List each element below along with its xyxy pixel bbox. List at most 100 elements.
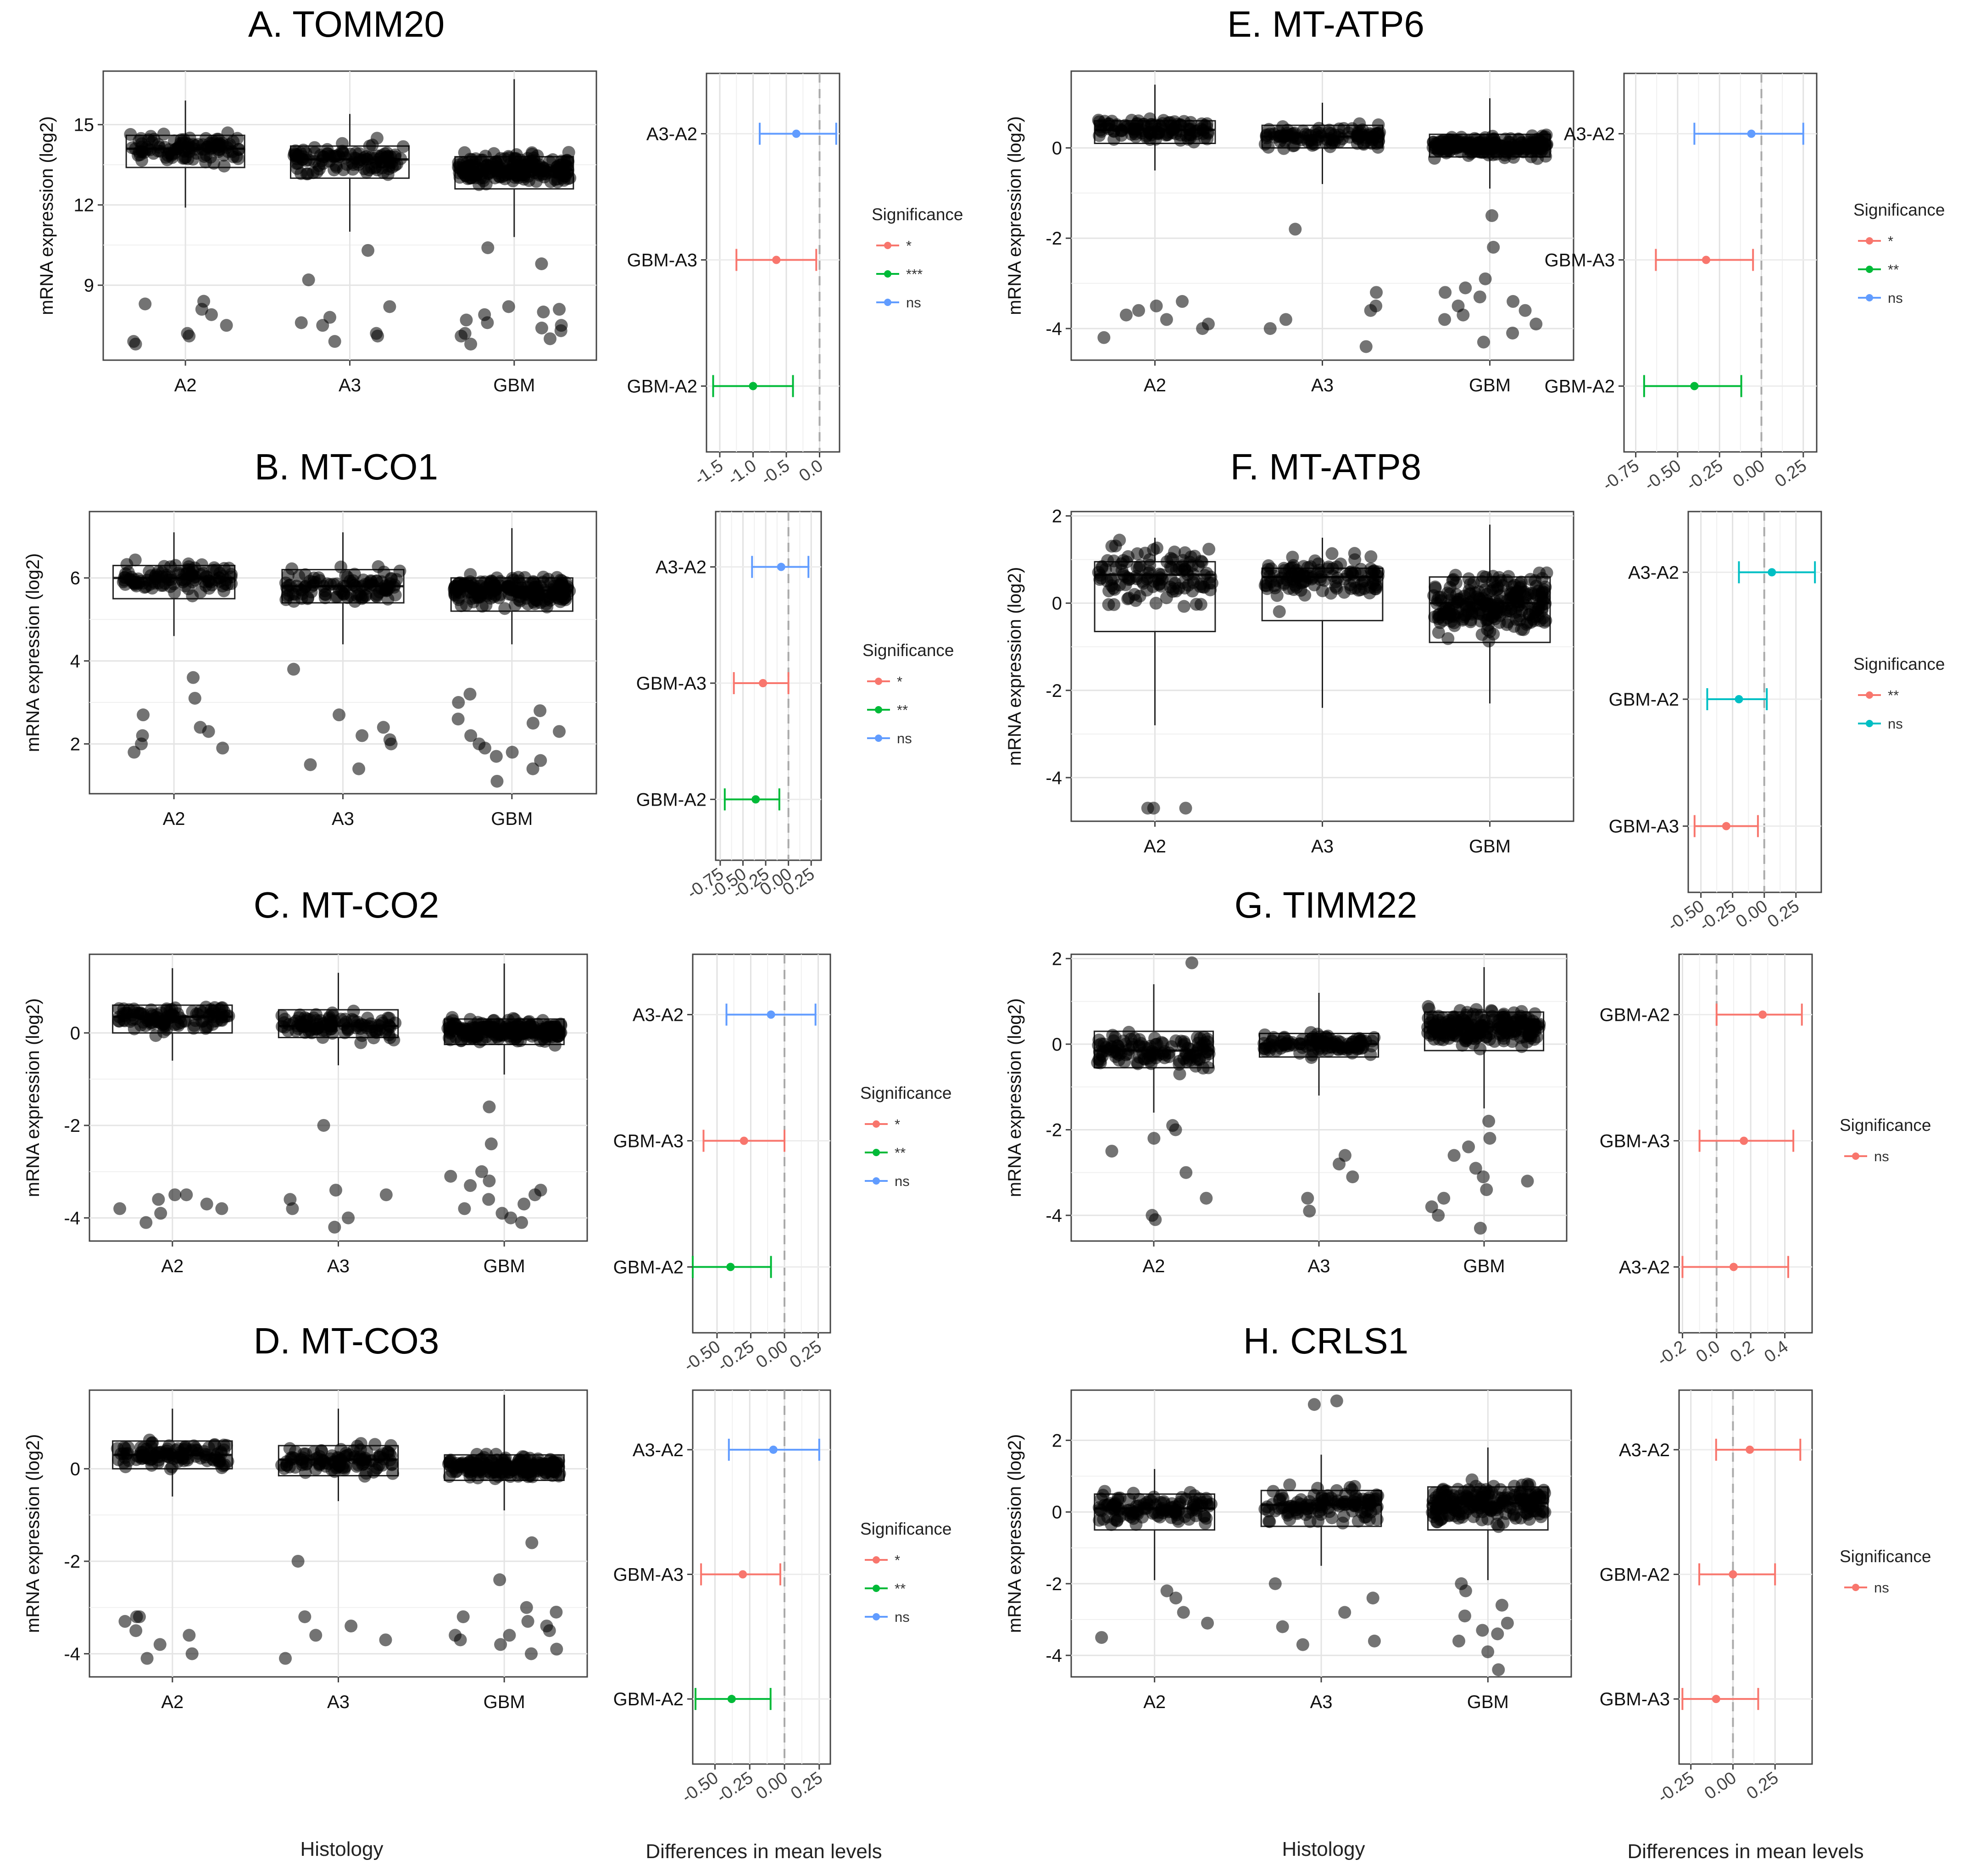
panel-c-outlier-GBM — [515, 1216, 528, 1229]
panel-h-tukey-xtick-label: 0.25 — [1743, 1768, 1782, 1804]
panel-b-point-A2 — [128, 578, 142, 591]
panel-g-outlier-GBM — [1477, 1170, 1490, 1184]
panel-d-outlier-A2 — [140, 1652, 154, 1665]
panel-d-ytick-label: 0 — [70, 1459, 80, 1479]
panel-g-point-A3 — [1324, 1032, 1337, 1046]
panel-e-tukey-xtick-label: -0.75 — [1599, 456, 1643, 495]
panel-h-point-A3 — [1275, 1501, 1289, 1514]
panel-d-outlier-A2 — [133, 1610, 146, 1623]
panel-b-outlier-GBM — [506, 746, 519, 759]
panel-d-estimate-A3-A2 — [769, 1445, 778, 1454]
panel-d-point-GBM — [535, 1463, 548, 1476]
panel-e-point-A3 — [1372, 135, 1385, 148]
panel-g-estimate-A3-A2 — [1729, 1263, 1738, 1271]
panel-f-point-GBM — [1529, 574, 1542, 587]
panel-g-point-GBM — [1474, 1042, 1487, 1056]
panel-g-legend-title: Significance — [1840, 1116, 1931, 1135]
panel-c-estimate-GBM-A3 — [740, 1136, 748, 1145]
panel-e-point-GBM — [1506, 141, 1519, 154]
panel-h-point-A3 — [1337, 1510, 1351, 1523]
panel-f-point-GBM — [1449, 568, 1462, 582]
panel-b-point-A3 — [318, 591, 332, 604]
panel-d-xtick-label: A3 — [327, 1692, 350, 1712]
panel-h-tukey-xtick-label: 0.00 — [1701, 1768, 1740, 1804]
panel-d-ylabel: mRNA expression (log2) — [23, 1434, 43, 1633]
left-xlabel-left-column: Histology — [300, 1838, 384, 1860]
panel-c-point-A3 — [326, 1006, 339, 1019]
panel-c-outlier-GBM — [458, 1202, 471, 1215]
panel-c-legend-key-dot — [873, 1177, 880, 1185]
panel-f-point-GBM — [1513, 613, 1526, 627]
panel-h-point-GBM — [1473, 1501, 1486, 1514]
panel-f-legend-label: ** — [1888, 687, 1899, 703]
panel-d-outlier-A2 — [153, 1638, 167, 1651]
panel-b-ytick-label: 2 — [70, 734, 80, 754]
panel-a-point-A3 — [356, 154, 370, 167]
panel-f-point-A3 — [1265, 575, 1278, 588]
panel-d-outlier-A3 — [379, 1633, 392, 1647]
panel-b-legend-key-dot — [875, 735, 882, 742]
panel-e-tukey-xtick-label: -0.25 — [1683, 456, 1726, 495]
panel-d-point-A2 — [206, 1453, 219, 1466]
panel-g-point-GBM — [1474, 1008, 1488, 1022]
panel-a-estimate-A3-A2 — [792, 129, 801, 138]
panel-a-outlier-A2 — [195, 303, 208, 316]
panel-d-outlier-GBM — [493, 1573, 506, 1587]
panel-a-point-A2 — [124, 128, 137, 141]
panel-a-outlier-A2 — [220, 319, 233, 332]
panel-c-ytick-label: 0 — [70, 1023, 80, 1043]
panel-c-ytick-label: -4 — [64, 1208, 80, 1229]
panel-e-outlier-GBM — [1473, 290, 1486, 304]
panel-b-outlier-A3 — [333, 708, 346, 722]
panel-g-point-A2 — [1190, 1047, 1203, 1060]
panel-b-point-GBM — [527, 575, 540, 588]
panel-d-point-A3 — [384, 1439, 398, 1452]
panel-c-outlier-GBM — [504, 1211, 517, 1225]
panel-g-outlier-A2 — [1179, 1166, 1193, 1179]
panel-g-tukey-xtick-label: 0.0 — [1693, 1337, 1724, 1367]
panel-f-tukey-xtick-label: 0.00 — [1732, 896, 1771, 932]
panel-f-point-A2 — [1202, 542, 1216, 556]
panel-f-point-A3 — [1348, 547, 1361, 560]
panel-h-point-A3 — [1275, 1488, 1288, 1502]
panel-a-point-GBM — [475, 167, 489, 180]
panel-e-tukey-area — [1623, 72, 1818, 453]
panel-d-legend-title: Significance — [860, 1520, 952, 1538]
panel-b-point-A2 — [147, 575, 160, 588]
panel-e-point-GBM — [1524, 145, 1538, 158]
panel-e-point-A3 — [1309, 128, 1323, 141]
panel-a-point-GBM — [473, 178, 486, 191]
panel-f-tukey-area — [1687, 511, 1822, 893]
panel-b-point-A3 — [369, 589, 383, 602]
panel-a-outlier-GBM — [535, 257, 548, 270]
panel-d-point-GBM — [484, 1467, 497, 1480]
panel-a-ylabel: mRNA expression (log2) — [37, 116, 57, 315]
panel-b-point-A3 — [358, 578, 372, 591]
panel-g-outlier-GBM — [1469, 1162, 1482, 1175]
panel-a-legend-title: Significance — [872, 205, 963, 224]
panel-d-legend-key-dot — [873, 1613, 880, 1620]
panel-b-outlier-A2 — [188, 691, 201, 705]
panel-b-comparison-label: GBM-A3 — [636, 674, 706, 694]
panel-h-estimate-GBM-A2 — [1729, 1570, 1737, 1579]
panel-f-point-A2 — [1130, 561, 1144, 574]
panel-b-point-A2 — [119, 578, 132, 591]
panel-e-xtick-label: GBM — [1469, 375, 1511, 395]
panel-h-point-GBM — [1465, 1473, 1479, 1486]
panel-e-point-GBM — [1499, 132, 1512, 145]
panel-h-point-A3 — [1297, 1501, 1310, 1514]
panel-b-point-A2 — [182, 582, 195, 596]
panel-a-tukey-xtick-label: -1.5 — [691, 456, 727, 489]
panel-d-point-A2 — [173, 1446, 187, 1459]
panel-e-point-A2 — [1100, 121, 1113, 134]
panel-a-outlier-GBM — [464, 338, 478, 351]
panel-f-point-A2 — [1168, 546, 1181, 559]
panel-g-outlier-A3 — [1346, 1170, 1359, 1184]
panel-f-point-A3 — [1366, 577, 1379, 590]
panel-h-outlier-A3 — [1307, 1398, 1321, 1411]
panel-f-point-A3 — [1273, 605, 1286, 618]
panel-b-outlier-A2 — [202, 725, 215, 738]
panel-g-outlier-GBM — [1447, 1149, 1461, 1162]
panel-e-legend-label: ns — [1888, 290, 1903, 306]
panel-h-outlier-A3 — [1296, 1638, 1309, 1651]
